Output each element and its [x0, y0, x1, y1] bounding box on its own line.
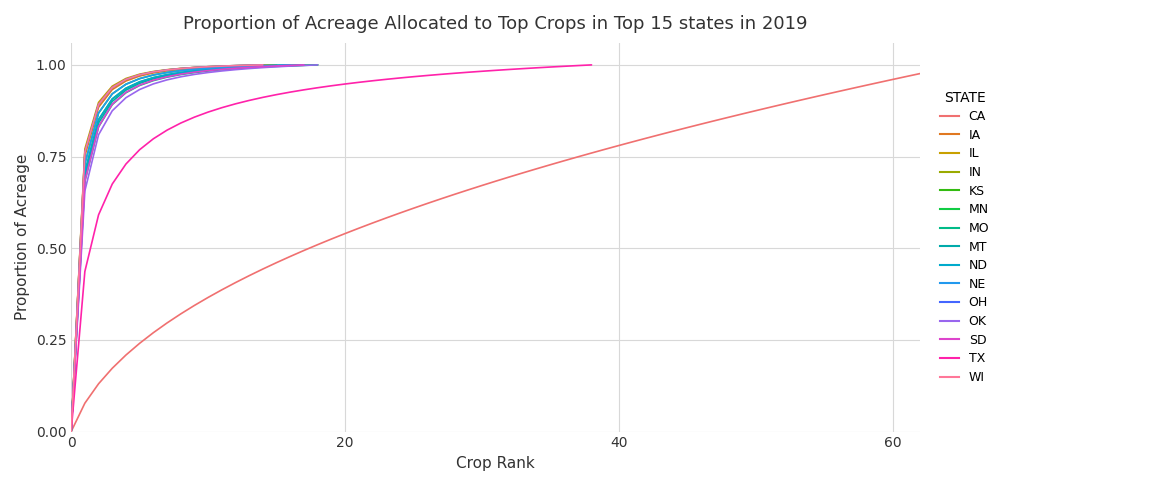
Y-axis label: Proportion of Acreage: Proportion of Acreage [15, 154, 30, 320]
X-axis label: Crop Rank: Crop Rank [456, 456, 535, 471]
Legend: CA, IA, IL, IN, KS, MN, MO, MT, ND, NE, OH, OK, SD, TX, WI: CA, IA, IL, IN, KS, MN, MO, MT, ND, NE, … [935, 86, 995, 389]
Title: Proportion of Acreage Allocated to Top Crops in Top 15 states in 2019: Proportion of Acreage Allocated to Top C… [183, 15, 808, 33]
